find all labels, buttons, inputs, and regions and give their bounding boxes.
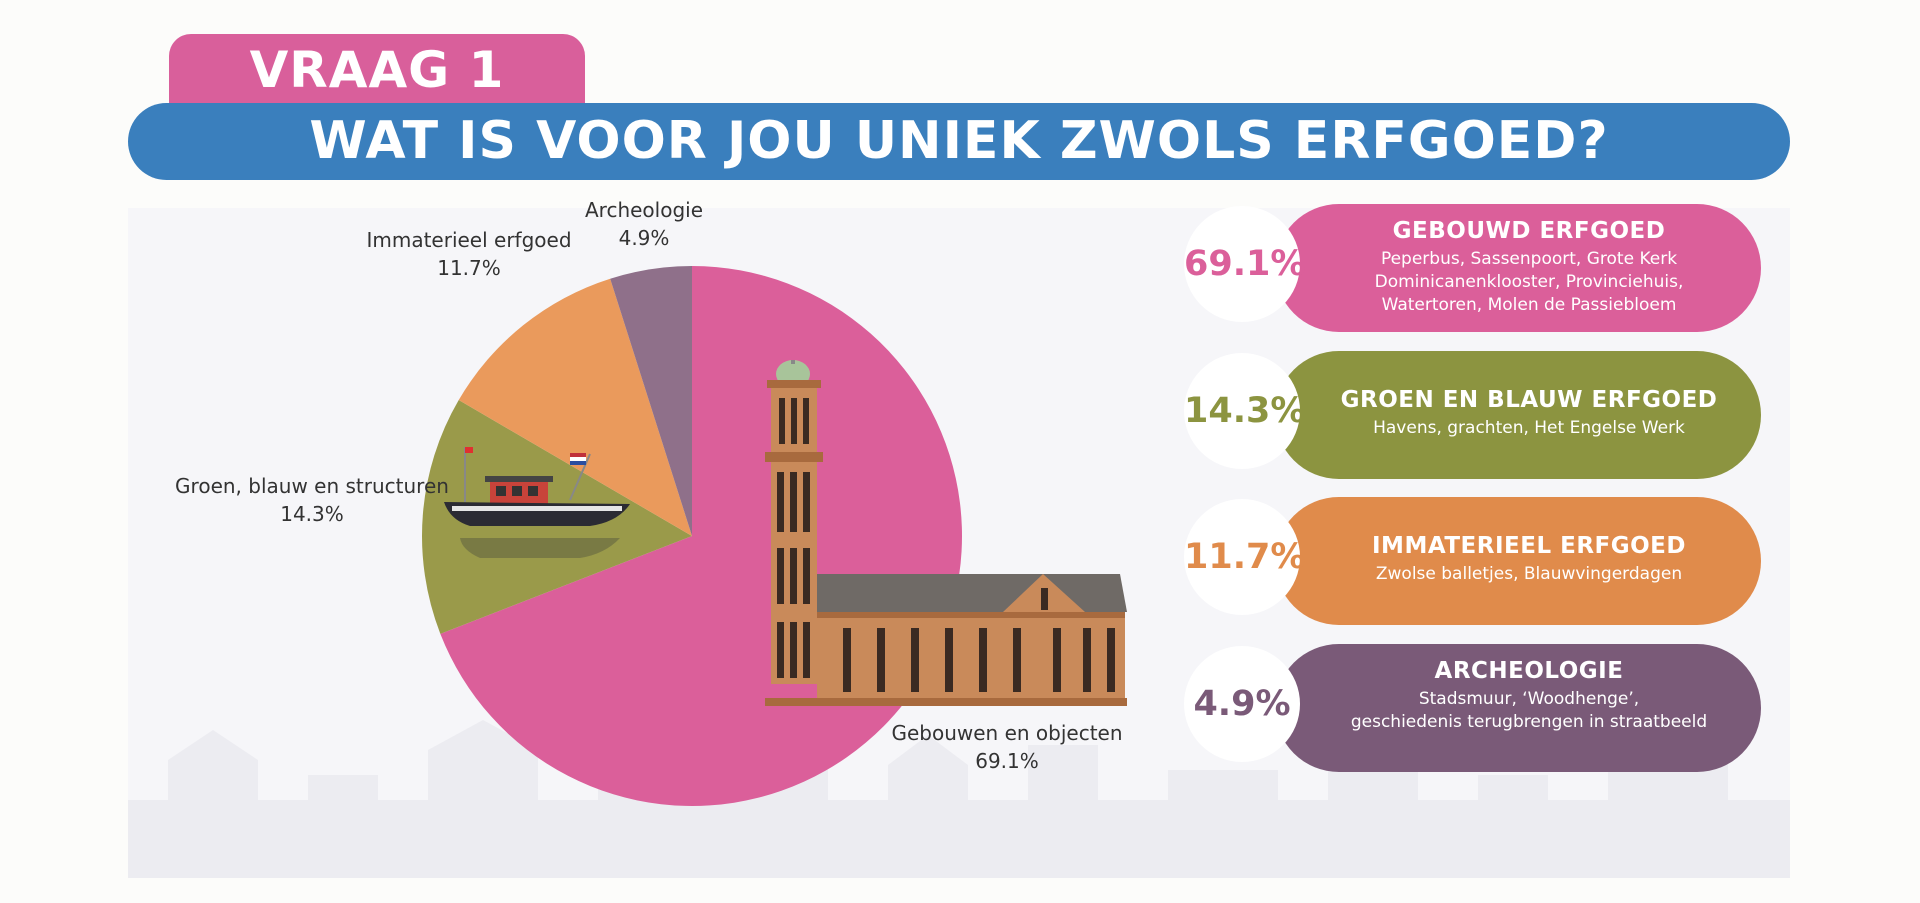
category-title: ARCHEOLOGIE bbox=[1434, 658, 1624, 684]
category-card-groen: GROEN EN BLAUW ERFGOED Havens, grachten,… bbox=[1275, 351, 1761, 479]
slice-value-label: 11.7% bbox=[437, 256, 501, 280]
slice-value-label: 14.3% bbox=[280, 502, 344, 526]
question-banner bbox=[128, 103, 1790, 180]
slice-value-label: 69.1% bbox=[975, 749, 1039, 773]
category-title: GEBOUWD ERFGOED bbox=[1392, 218, 1666, 244]
category-percent: 4.9% bbox=[1184, 646, 1300, 762]
category-card-archeologie: ARCHEOLOGIE Stadsmuur, ‘Woodhenge’, gesc… bbox=[1275, 644, 1761, 772]
category-card-immaterieel: IMMATERIEEL ERFGOED Zwolse balletjes, Bl… bbox=[1275, 497, 1761, 625]
category-description: Zwolse balletjes, Blauwvingerdagen bbox=[1375, 564, 1683, 584]
category-description: Peperbus, Sassenpoort, Grote Kerk Domini… bbox=[1374, 249, 1684, 315]
slice-label: Immaterieel erfgoed bbox=[366, 228, 571, 252]
category-percent: 69.1% bbox=[1184, 206, 1305, 322]
category-title: IMMATERIEEL ERFGOED bbox=[1372, 533, 1686, 559]
pie-slice bbox=[458, 278, 692, 536]
category-percent: 14.3% bbox=[1184, 353, 1305, 469]
pie-slice bbox=[610, 266, 692, 536]
slice-label: Gebouwen en objecten bbox=[891, 721, 1122, 745]
city-skyline-icon bbox=[128, 720, 1790, 878]
category-title: GROEN EN BLAUW ERFGOED bbox=[1340, 387, 1718, 413]
boat-icon bbox=[444, 447, 630, 558]
slice-value-label: 4.9% bbox=[619, 226, 670, 250]
church-tower-icon bbox=[765, 360, 1127, 706]
slice-label: Groen, blauw en structuren bbox=[175, 474, 449, 498]
category-description: Stadsmuur, ‘Woodhenge’, geschiedenis ter… bbox=[1350, 689, 1708, 732]
category-description: Havens, grachten, Het Engelse Werk bbox=[1373, 418, 1685, 438]
slice-label: Archeologie bbox=[585, 198, 703, 222]
question-number: VRAAG 1 bbox=[249, 41, 505, 99]
category-percent: 11.7% bbox=[1184, 499, 1305, 615]
category-card-gebouwd: GEBOUWD ERFGOED Peperbus, Sassenpoort, G… bbox=[1275, 204, 1761, 332]
question-title: WAT IS VOOR JOU UNIEK ZWOLS ERFGOED? bbox=[309, 111, 1609, 171]
